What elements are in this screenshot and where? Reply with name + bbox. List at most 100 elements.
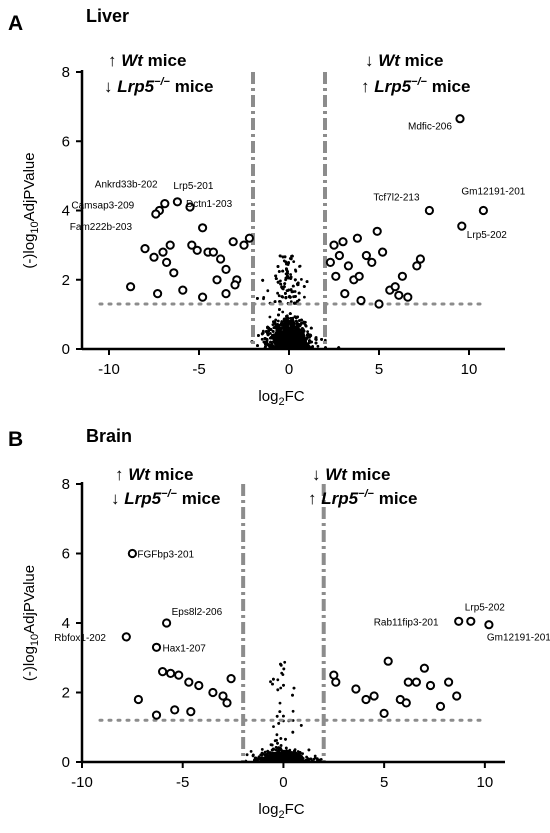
significant-gene-circle (412, 261, 422, 271)
significant-gene-circle (216, 254, 226, 264)
gene-point (303, 295, 306, 299)
x-tick-label: 0 (285, 361, 293, 378)
significant-gene-circle (127, 548, 137, 559)
gene-point (281, 269, 285, 273)
gene-point (282, 667, 286, 671)
arrow: ↓ (312, 465, 325, 484)
label: mice (400, 51, 443, 70)
x-tick-label: 0 (279, 774, 287, 791)
significant-gene-circle (444, 677, 454, 687)
left-header-line1: ↑ Wt mice (108, 51, 186, 70)
gene-point (276, 678, 280, 682)
gene-point (289, 757, 293, 760)
gene-point (294, 753, 297, 757)
gene-point (313, 754, 317, 758)
x-tick-label: -5 (176, 774, 189, 791)
gene-point (249, 750, 253, 753)
gene-point (284, 318, 287, 321)
gene-point (253, 756, 257, 760)
gene-point (300, 332, 304, 335)
gene-point (289, 257, 293, 261)
gene-point (284, 737, 287, 741)
gene-point (286, 270, 289, 273)
gene-label: Lrp5-202 (465, 602, 505, 613)
gene-point (289, 275, 293, 279)
genotype: Wt (121, 51, 144, 70)
gene-point (291, 330, 295, 334)
gene-point (269, 340, 272, 344)
gene-point (271, 330, 275, 333)
genotype-superscript: −/− (161, 488, 177, 500)
significant-gene-circle (478, 205, 488, 216)
significant-gene-circle (121, 632, 131, 642)
gene-point (279, 282, 283, 286)
gene-point (283, 754, 287, 758)
label: mice (374, 489, 417, 508)
significant-gene-circle (151, 710, 162, 720)
significant-gene-circle (218, 691, 228, 701)
y-axis-title-part: (-)log (21, 646, 38, 681)
significant-gene-circle (403, 677, 413, 687)
x-axis-title: log2FC (258, 388, 304, 408)
gene-point (289, 329, 293, 333)
gene-point (270, 748, 274, 752)
gene-point (292, 323, 296, 327)
arrow: ↑ (115, 465, 128, 484)
gene-point (289, 288, 293, 292)
gene-point (276, 280, 280, 284)
gene-point (283, 343, 287, 347)
gene-point (293, 290, 297, 293)
gene-label: Hax1-207 (163, 643, 207, 654)
gene-point (270, 743, 274, 747)
significant-gene-circle (378, 247, 388, 257)
gene-point (271, 323, 275, 326)
x-tick-label: -10 (98, 361, 120, 378)
gene-point (276, 324, 280, 327)
significant-gene-circle (340, 289, 350, 299)
gene-point (267, 751, 271, 755)
gene-point (266, 343, 270, 347)
gene-point (282, 285, 286, 289)
gene-point (295, 319, 298, 323)
significant-gene-circle (221, 289, 231, 299)
gene-point (278, 300, 281, 303)
x-axis-title-part: FC (285, 388, 305, 405)
gene-point (245, 753, 249, 757)
gene-point (258, 756, 262, 760)
gene-point (272, 340, 275, 343)
gene-point (288, 312, 292, 315)
genotype: Lrp5 (374, 77, 411, 96)
y-tick-label: 4 (62, 203, 70, 220)
gene-point (305, 280, 309, 283)
significant-gene-circle (170, 705, 180, 715)
gene-point (286, 750, 289, 753)
significant-gene-circle (343, 261, 353, 271)
significant-gene-circle (457, 221, 467, 231)
genotype: Lrp5 (117, 77, 154, 96)
gene-point (261, 278, 265, 282)
y-axis-title: (-)log10AdjPValue (21, 152, 41, 268)
gene-point (273, 739, 277, 743)
significant-gene-circle (140, 244, 150, 254)
gene-point (284, 296, 288, 299)
gene-point (314, 336, 318, 340)
gene-point (283, 282, 287, 285)
gene-point (278, 710, 282, 713)
gene-point (296, 342, 300, 346)
panel-letter: A (8, 12, 23, 35)
genotype-superscript: −/− (154, 76, 170, 88)
significant-gene-circle (361, 694, 371, 705)
gene-point (296, 339, 300, 343)
gene-point (309, 326, 313, 330)
gene-point (273, 754, 277, 758)
panel-letter: B (8, 428, 23, 451)
gene-point (269, 680, 272, 684)
y-tick-label: 4 (62, 615, 70, 632)
gene-point (287, 756, 291, 760)
x-tick-label: -10 (71, 774, 93, 791)
gene-point (275, 714, 279, 718)
significant-gene-circle (198, 292, 208, 302)
gene-point (283, 333, 287, 337)
gene-point (296, 281, 300, 285)
